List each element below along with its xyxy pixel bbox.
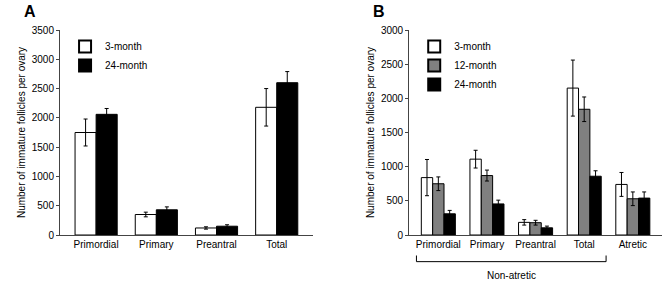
svg-text:Number of immature follicles p: Number of immature follicles per ovary	[365, 47, 376, 218]
svg-text:3500: 3500	[32, 25, 55, 36]
svg-text:2500: 2500	[32, 83, 55, 94]
svg-text:Non-atretic: Non-atretic	[487, 270, 536, 281]
svg-text:2500: 2500	[381, 59, 404, 70]
svg-text:Total: Total	[574, 239, 595, 250]
svg-text:1000: 1000	[32, 171, 55, 182]
svg-text:Preantral: Preantral	[196, 239, 237, 250]
svg-text:500: 500	[386, 195, 403, 206]
svg-text:3000: 3000	[32, 54, 55, 65]
svg-text:Preantral: Preantral	[515, 239, 556, 250]
svg-text:2000: 2000	[381, 93, 404, 104]
svg-text:Primary: Primary	[139, 239, 173, 250]
svg-text:24-month: 24-month	[105, 60, 147, 71]
svg-text:1000: 1000	[381, 161, 404, 172]
svg-text:24-month: 24-month	[454, 79, 496, 90]
svg-text:Number of immature follicles p: Number of immature follicles per ovary	[16, 47, 27, 218]
svg-text:0: 0	[48, 230, 54, 241]
svg-text:3-month: 3-month	[105, 41, 142, 52]
svg-text:500: 500	[37, 200, 54, 211]
svg-text:A: A	[24, 3, 36, 20]
svg-text:1500: 1500	[381, 127, 404, 138]
svg-text:3-month: 3-month	[454, 41, 491, 52]
svg-text:12-month: 12-month	[454, 60, 496, 71]
svg-text:Primary: Primary	[470, 239, 504, 250]
svg-text:Total: Total	[266, 239, 287, 250]
svg-text:Primordial: Primordial	[416, 239, 461, 250]
svg-text:Atretic: Atretic	[619, 239, 647, 250]
svg-text:0: 0	[398, 230, 404, 241]
svg-text:1500: 1500	[32, 142, 55, 153]
svg-text:Primordial: Primordial	[74, 239, 119, 250]
svg-text:3000: 3000	[381, 25, 404, 36]
svg-text:B: B	[373, 3, 385, 20]
svg-text:2000: 2000	[32, 112, 55, 123]
